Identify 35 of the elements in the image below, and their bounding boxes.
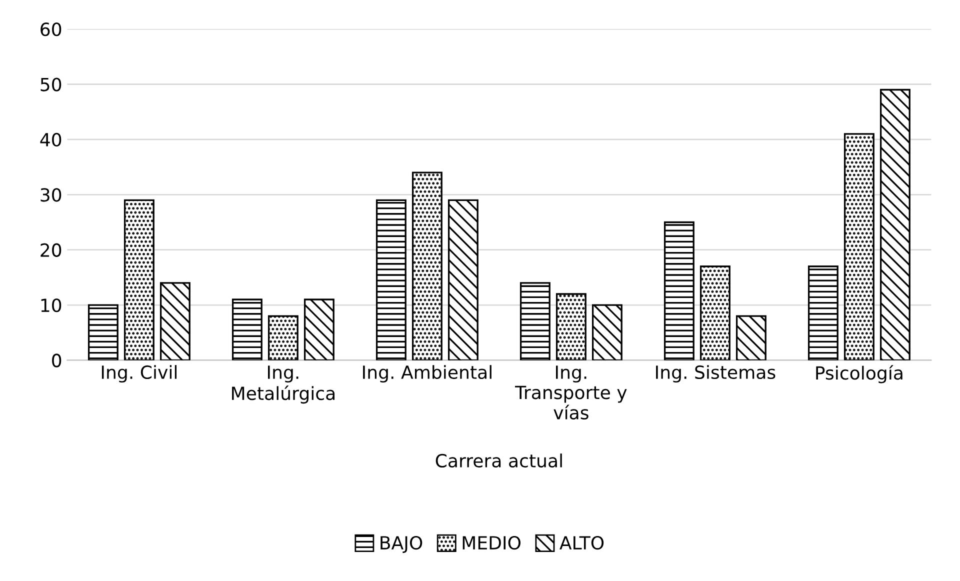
legend-label: MEDIO	[462, 536, 520, 550]
x-tick-label: Ing. Civil	[102, 365, 177, 383]
x-axis-title: Carrera actual	[436, 454, 562, 468]
bar	[880, 88, 910, 360]
y-tick-label: 20	[40, 243, 62, 257]
bar	[592, 304, 622, 360]
x-tick-label: Psicología	[816, 365, 902, 384]
y-tick-label: 60	[40, 22, 62, 36]
y-tick-label: 30	[40, 188, 62, 202]
x-tick-label: Ing. Metalúrgica	[232, 366, 334, 404]
bar	[664, 221, 694, 360]
bar	[844, 133, 874, 360]
bar	[700, 266, 730, 360]
bar	[268, 315, 298, 360]
y-tick-label: 40	[40, 132, 62, 147]
bar	[520, 282, 550, 360]
bar	[556, 293, 586, 360]
legend-label: ALTO	[560, 536, 604, 550]
y-tick-label: 10	[41, 298, 62, 312]
bar	[160, 282, 190, 360]
bar	[376, 199, 406, 360]
bar	[736, 315, 766, 360]
bar	[124, 199, 154, 360]
y-tick-label: 50	[40, 78, 62, 92]
y-tick-label: 0	[52, 354, 62, 368]
x-tick-label: Ing. Sistemas	[656, 365, 776, 383]
bar	[448, 199, 478, 360]
x-tick-label: Ing. Transporte y vías	[515, 366, 627, 420]
legend-label: BAJO	[380, 536, 422, 553]
bar	[304, 298, 334, 360]
bar	[232, 298, 262, 360]
bar	[412, 172, 442, 360]
bar	[808, 266, 838, 360]
bar	[88, 304, 118, 360]
x-tick-label: Ing. Ambiental	[363, 365, 492, 383]
